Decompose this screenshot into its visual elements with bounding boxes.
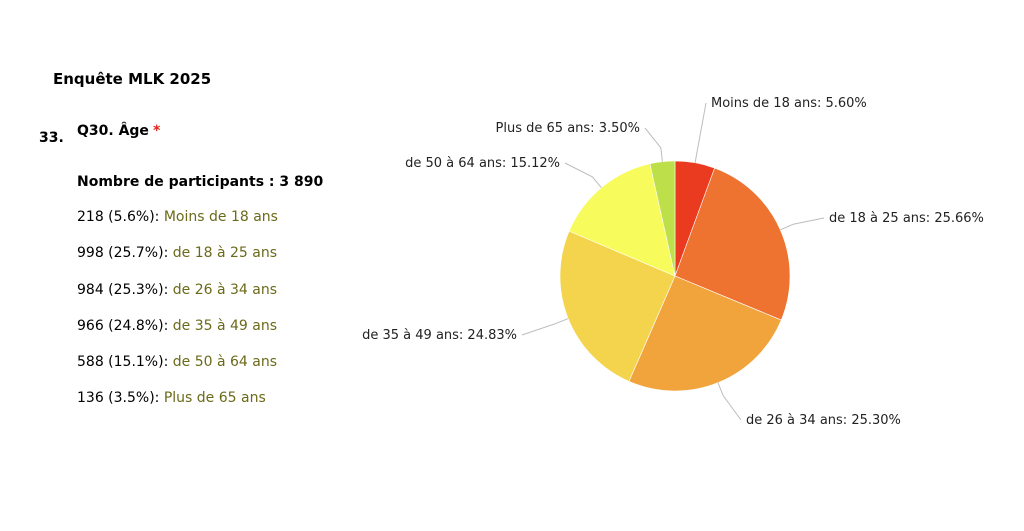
- answer-count: 218 (5.6%):: [77, 209, 160, 225]
- pie-leader-line: [780, 217, 825, 231]
- pie-labels: Moins de 18 ans: 5.60% de 18 à 25 ans: 25…: [362, 96, 984, 428]
- pie-leader-line: [564, 162, 602, 188]
- answer-item: 966 (24.8%): de 35 à 49 ans: [77, 317, 278, 353]
- pie-data-label: de 26 à 34 ans: 25.30%: [746, 413, 901, 428]
- answer-item: 588 (15.1%): de 50 à 64 ans: [77, 353, 278, 389]
- question-title-row: Q30. Âge *: [77, 123, 160, 139]
- answer-count: 588 (15.1%):: [77, 354, 169, 371]
- question-number: 33.: [39, 130, 64, 146]
- pie-slice: [674, 167, 791, 321]
- answer-item: 998 (25.7%): de 18 à 25 ans: [77, 244, 278, 280]
- answer-list: 218 (5.6%): Moins de 18 ans 998 (25.7%):…: [77, 208, 278, 426]
- survey-title: Enquête MLK 2025: [53, 70, 212, 88]
- pie-slice: [628, 275, 782, 392]
- answer-count: 998 (25.7%):: [77, 245, 169, 262]
- answer-label: de 18 à 25 ans: [172, 245, 278, 262]
- answer-item: 984 (25.3%): de 26 à 34 ans: [77, 281, 278, 317]
- pie-slices: [559, 160, 791, 392]
- answer-label: Moins de 18 ans: [163, 209, 278, 225]
- required-mark: *: [152, 123, 161, 139]
- pie-leader-line: [644, 127, 663, 162]
- pie-data-label: Plus de 65 ans: 3.50%: [496, 121, 640, 136]
- answer-count: 136 (3.5%):: [77, 390, 160, 407]
- answer-label: de 26 à 34 ans: [172, 281, 278, 298]
- pie-leader-line: [694, 102, 707, 163]
- answer-label: de 50 à 64 ans: [172, 354, 278, 371]
- pie-data-label: Moins de 18 ans: 5.60%: [711, 96, 867, 111]
- question-title: Q30. Âge: [77, 123, 149, 139]
- pie-data-label: de 18 à 25 ans: 25.66%: [829, 211, 984, 226]
- participants-count: Nombre de participants : 3 890: [77, 174, 324, 190]
- pie-leader-lines: [521, 102, 825, 421]
- pie-leader-line: [521, 318, 569, 336]
- answer-label: de 35 à 49 ans: [172, 317, 278, 334]
- answer-item: 218 (5.6%): Moins de 18 ans: [77, 208, 278, 244]
- pie-slice: [559, 230, 676, 382]
- pie-leader-line: [717, 382, 742, 421]
- answer-count: 984 (25.3%):: [77, 281, 169, 298]
- answer-label: Plus de 65 ans: [163, 390, 266, 407]
- answer-item: 136 (3.5%): Plus de 65 ans: [77, 389, 278, 425]
- pie-slice: [568, 163, 676, 277]
- pie-data-label: de 35 à 49 ans: 24.83%: [362, 328, 517, 343]
- pie-data-label: de 50 à 64 ans: 15.12%: [405, 156, 560, 171]
- answer-count: 966 (24.8%):: [77, 317, 169, 334]
